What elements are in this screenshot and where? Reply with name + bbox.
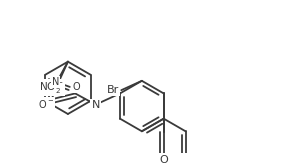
Text: O: O — [159, 155, 168, 164]
Text: N: N — [52, 77, 60, 87]
Text: Br: Br — [107, 85, 119, 95]
Text: O: O — [73, 82, 80, 92]
Text: O$^-$: O$^-$ — [38, 98, 54, 110]
Text: NO$_2^-$: NO$_2^-$ — [39, 80, 64, 95]
Text: N: N — [92, 100, 100, 110]
